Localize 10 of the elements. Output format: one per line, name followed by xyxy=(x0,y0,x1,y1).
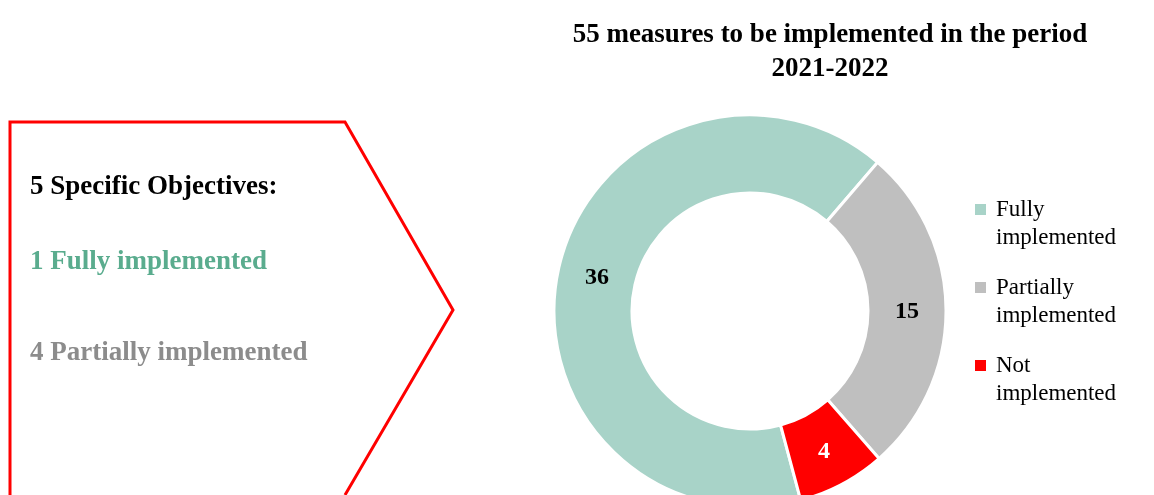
chart-title: 55 measures to be implemented in the period 2021-2022 xyxy=(571,17,1089,84)
data-label: 4 xyxy=(817,436,830,463)
legend-label: Fully implemented xyxy=(996,195,1118,251)
text: 5 Specific Objectives: xyxy=(30,170,278,201)
legend-label: Not implemented xyxy=(996,351,1118,407)
text: 1 Fully implemented xyxy=(30,245,267,276)
data-label: 36 xyxy=(584,263,609,290)
text: 4 Partially implemented xyxy=(30,336,308,367)
data-label: 15 xyxy=(895,297,919,324)
legend-label: Partially implemented xyxy=(996,273,1118,329)
